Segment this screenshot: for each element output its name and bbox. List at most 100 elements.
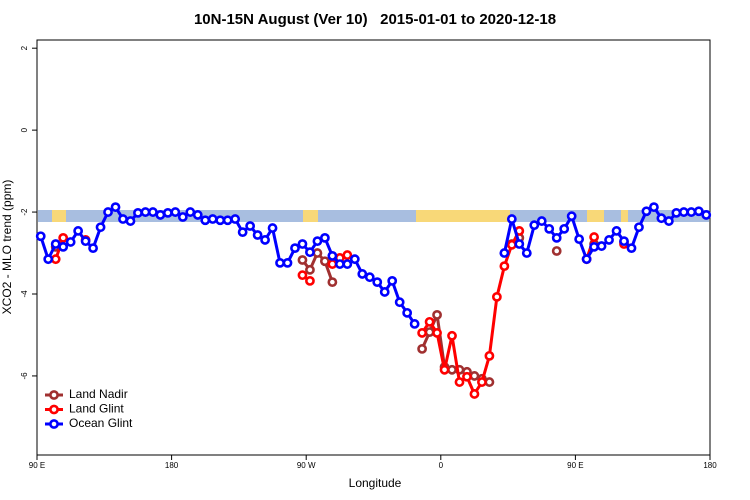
- data-point: [177, 212, 188, 222]
- data-point: [372, 277, 383, 288]
- data-point: [327, 259, 338, 269]
- data-point: [619, 236, 629, 247]
- data-point: [148, 207, 158, 217]
- data-point: [155, 210, 166, 220]
- data-point: [312, 248, 323, 258]
- x-tick-label: 180: [165, 461, 179, 470]
- data-point: [506, 214, 517, 224]
- data-point: [50, 254, 61, 265]
- x-tick-label: 90 E: [29, 461, 45, 470]
- data-point: [58, 241, 69, 252]
- data-point: [252, 230, 263, 240]
- data-point: [50, 239, 61, 249]
- data-point: [282, 257, 293, 268]
- data-point: [544, 223, 555, 234]
- data-point: [319, 256, 330, 267]
- data-point: [200, 215, 211, 226]
- data-point: [536, 216, 547, 226]
- data-point: [125, 216, 136, 226]
- data-point: [43, 254, 54, 265]
- data-point: [491, 291, 502, 302]
- data-point: [364, 272, 375, 283]
- data-point: [663, 216, 674, 226]
- data-point: [140, 207, 151, 217]
- data-point: [327, 250, 338, 261]
- data-point: [394, 297, 405, 308]
- data-point: [417, 328, 428, 338]
- data-point: [589, 232, 599, 242]
- y-tick-label: -6: [20, 372, 29, 380]
- series-line: [39, 205, 707, 325]
- data-point: [559, 223, 570, 234]
- data-point: [604, 235, 614, 245]
- data-point: [73, 226, 84, 236]
- data-point: [349, 254, 360, 265]
- data-point: [297, 239, 308, 249]
- y-tick-label: 0: [20, 127, 29, 132]
- data-point: [477, 377, 487, 387]
- x-tick-label: 0: [439, 461, 444, 470]
- data-point: [275, 257, 285, 268]
- chart-title: 10N-15N August (Ver 10) 2015-01-01 to 20…: [194, 11, 556, 28]
- data-point: [506, 239, 517, 250]
- data-point: [297, 255, 308, 265]
- data-point: [447, 364, 457, 375]
- data-point: [305, 275, 315, 286]
- data-point: [110, 202, 121, 213]
- data-point: [566, 211, 577, 222]
- land-patch: [621, 210, 628, 222]
- land-patch: [303, 210, 318, 222]
- data-point: [469, 389, 480, 399]
- data-point: [65, 237, 76, 247]
- data-point: [678, 207, 689, 217]
- data-point: [185, 207, 196, 217]
- legend-swatch-point: [49, 404, 59, 415]
- y-tick-label: -2: [20, 208, 29, 216]
- data-point: [439, 364, 450, 375]
- data-point: [529, 220, 540, 231]
- data-point: [319, 232, 330, 243]
- data-point: [551, 232, 562, 243]
- data-point: [260, 235, 270, 245]
- data-point: [417, 343, 428, 354]
- data-point: [432, 309, 442, 320]
- data-point: [192, 210, 203, 220]
- data-point: [222, 215, 233, 226]
- data-point: [95, 222, 106, 233]
- data-point: [589, 241, 599, 252]
- data-point: [170, 207, 181, 217]
- data-point: [334, 259, 345, 269]
- data-point: [454, 377, 465, 387]
- data-point: [379, 287, 390, 297]
- legend-label: Ocean Glint: [69, 416, 133, 430]
- data-point: [297, 270, 308, 281]
- data-point: [342, 259, 353, 269]
- data-point: [469, 371, 480, 381]
- data-point: [237, 227, 248, 238]
- data-point: [581, 254, 592, 265]
- y-tick-label: 2: [20, 45, 29, 50]
- plot-frame: [36, 39, 711, 456]
- legend-swatch-point: [49, 390, 59, 400]
- data-point: [424, 316, 435, 327]
- data-point: [641, 206, 652, 217]
- data-point: [207, 214, 218, 224]
- data-point: [626, 243, 637, 254]
- data-point: [701, 210, 712, 220]
- data-point: [499, 261, 510, 272]
- data-point: [245, 221, 256, 231]
- data-point: [656, 213, 667, 224]
- legend-swatch-point: [49, 419, 59, 429]
- data-point: [88, 243, 98, 254]
- data-point: [686, 207, 697, 217]
- data-point: [290, 243, 300, 254]
- y-axis-label: XCO2 - MLO trend (ppm): [0, 180, 14, 315]
- data-point: [312, 236, 323, 247]
- land-patch: [416, 210, 510, 222]
- data-point: [118, 214, 128, 224]
- legend-label: Land Glint: [69, 402, 124, 416]
- data-point: [409, 319, 420, 329]
- data-point: [596, 241, 607, 251]
- data-point: [357, 269, 368, 279]
